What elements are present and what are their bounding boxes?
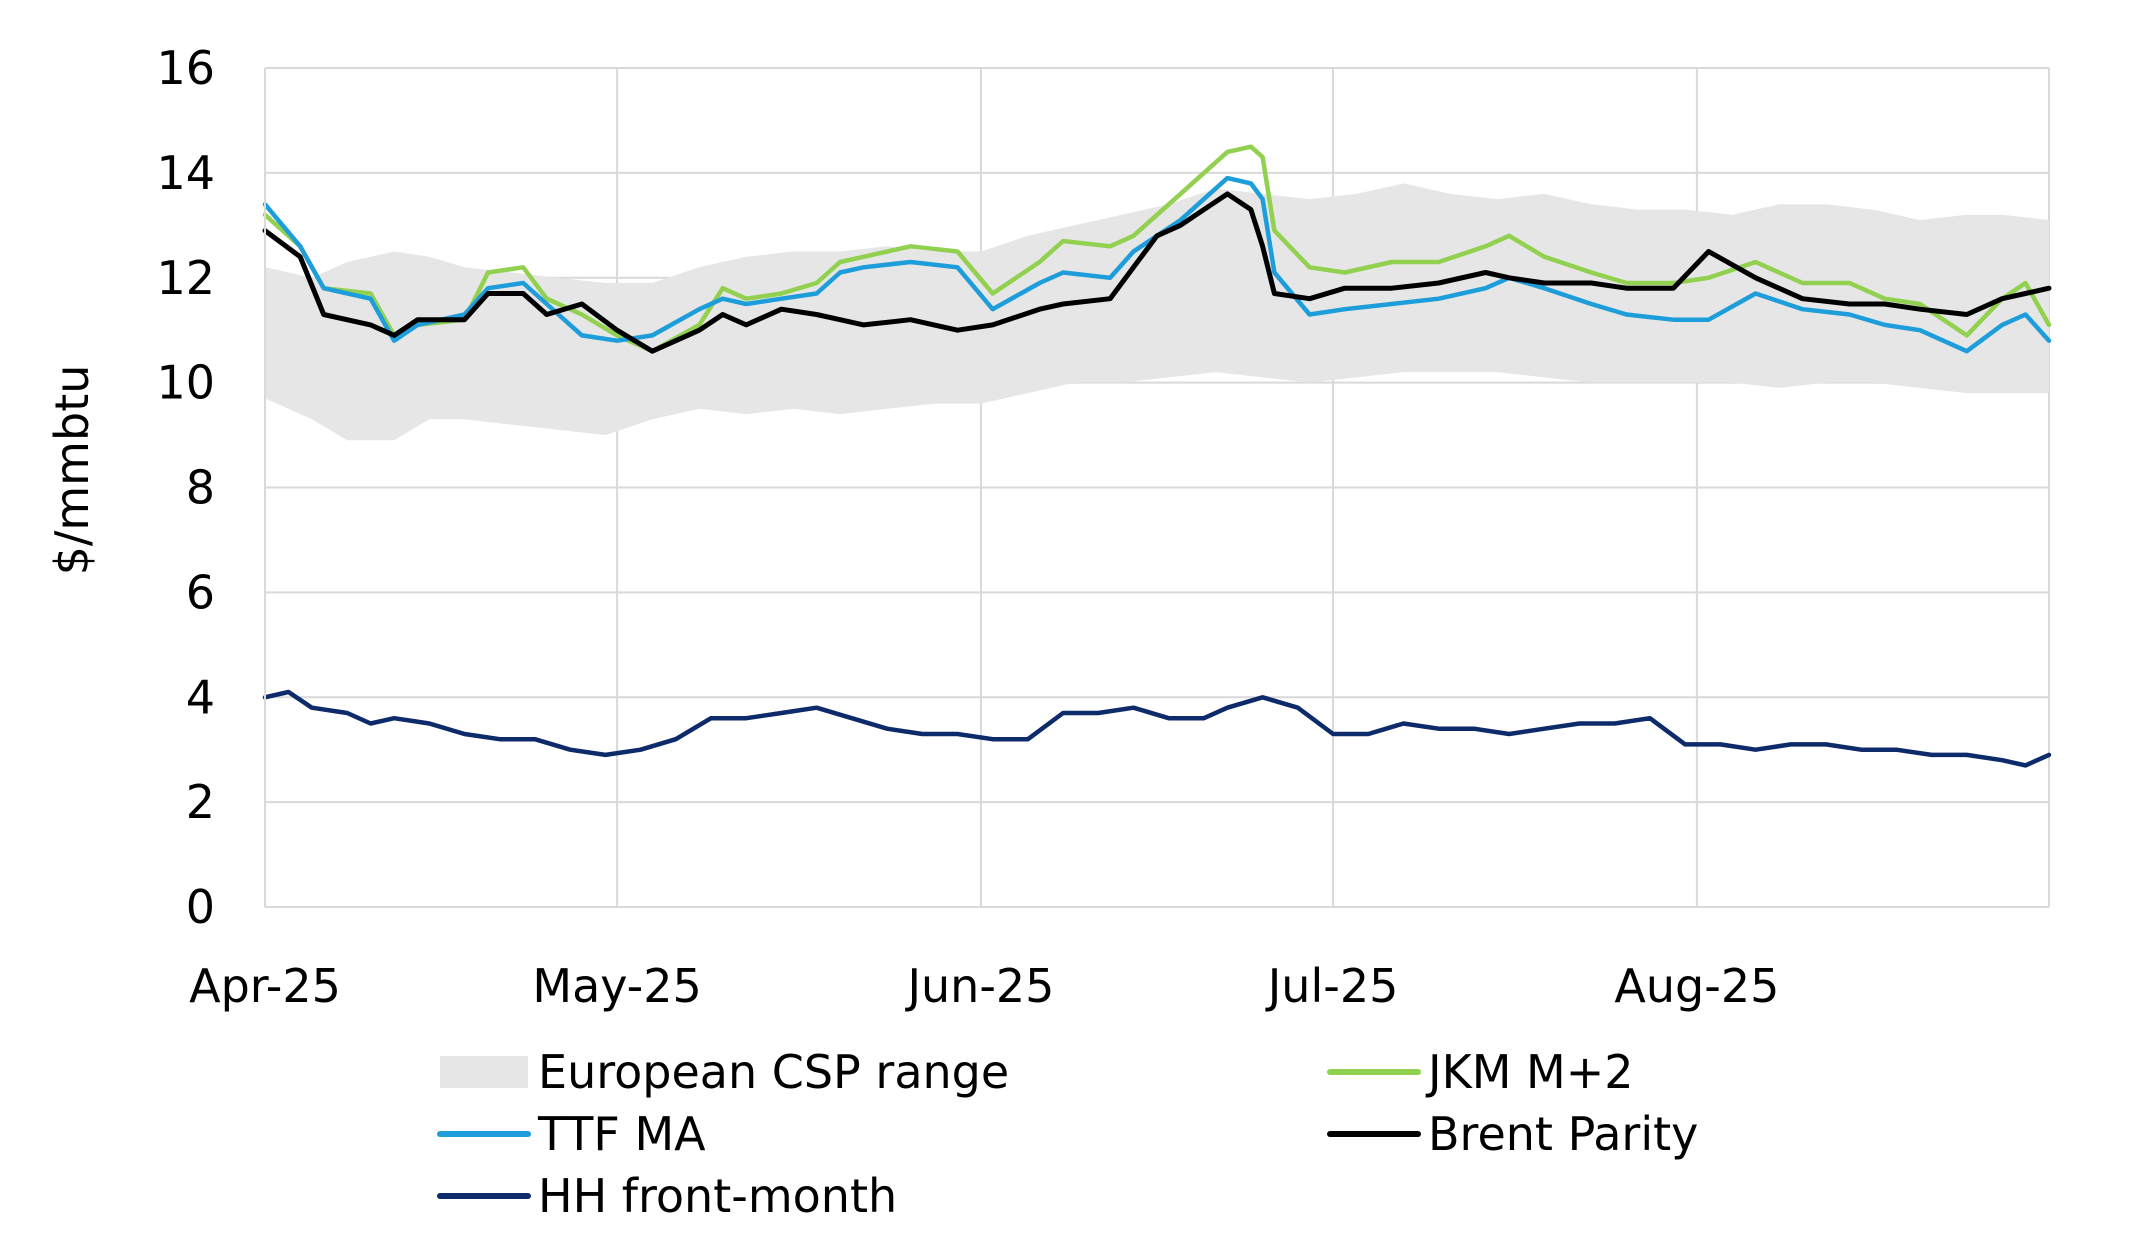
series-line-jkm [262, 144, 2052, 354]
series-layer [262, 144, 2052, 768]
gridlines [265, 67, 2050, 907]
legend-label-brent: Brent Parity [1428, 1107, 1698, 1161]
y-axis-title: $/mmbtu [45, 365, 99, 576]
band-layer [265, 183, 2049, 441]
legend-label-hh: HH front-month [538, 1169, 897, 1223]
series-line-ttf [262, 175, 2052, 354]
legend: European CSP range JKM M+2 TTF MA Brent Par… [437, 1045, 1698, 1223]
legend-label-ttf: TTF MA [537, 1107, 706, 1161]
band-european-csp-range [265, 183, 2049, 441]
y-tick-label: 12 [156, 251, 215, 305]
x-tick-label: Aug-25 [1614, 959, 1779, 1013]
series-line-hh [262, 689, 2052, 768]
y-tick-label: 0 [186, 880, 215, 934]
series-line-brent [262, 191, 2052, 354]
legend-label-band: European CSP range [538, 1045, 1009, 1099]
y-tick-label: 8 [186, 461, 215, 515]
x-tick-label: May-25 [532, 959, 701, 1013]
legend-label-jkm: JKM M+2 [1425, 1045, 1634, 1099]
y-tick-label: 16 [156, 41, 215, 95]
y-tick-label: 10 [156, 356, 215, 410]
axes: 0 2 4 6 8 10 12 14 16 Apr-25 May-25 Jun-25 Jul-25 Aug… [156, 41, 2049, 1013]
y-tick-label: 4 [186, 670, 215, 724]
y-tick-label: 14 [156, 146, 215, 200]
y-tick-label: 2 [186, 775, 215, 829]
x-tick-label: Apr-25 [189, 959, 341, 1013]
x-tick-label: Jun-25 [904, 959, 1054, 1013]
y-tick-label: 6 [186, 565, 215, 619]
x-tick-label: Jul-25 [1265, 959, 1399, 1013]
legend-swatch-band [440, 1056, 528, 1088]
